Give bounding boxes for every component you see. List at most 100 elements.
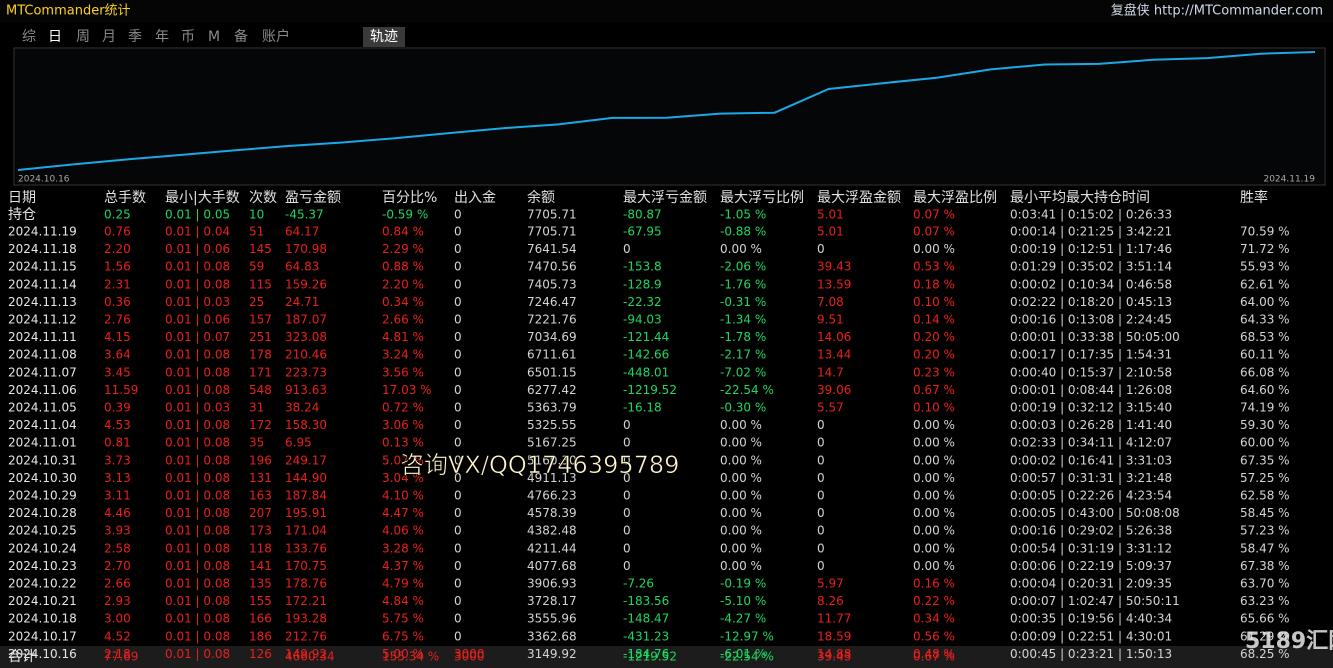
cell: 0 [817, 436, 825, 450]
cell: 3.93 [104, 524, 131, 538]
cell: 193.28 [285, 612, 327, 626]
cell: 14.88 [817, 647, 851, 661]
cell: 0.07 % [913, 208, 955, 222]
trace-tab[interactable]: 轨迹 [370, 29, 398, 45]
cell: -184.76 [623, 647, 669, 661]
tab[interactable]: 备 [234, 28, 248, 45]
row-label: 2024.11.12 [8, 313, 77, 327]
cell: 3362.68 [527, 629, 577, 643]
cell: 207 [249, 506, 272, 520]
cell: 0:00:57 | 0:31:31 | 3:21:48 [1010, 471, 1172, 485]
cell: 0.01 | 0.08 [165, 453, 230, 467]
cell: 0.00 % [913, 242, 955, 256]
cell: -128.9 [623, 277, 662, 291]
cell: 115 [249, 277, 272, 291]
cell: 0 [454, 277, 462, 291]
row-label: 2024.11.15 [8, 260, 77, 274]
tab[interactable]: 季 [128, 29, 142, 45]
cell: 0.56 % [913, 629, 955, 643]
cell: 149.92 [285, 647, 327, 661]
row-label: 2024.11.07 [8, 365, 77, 379]
cell: 14.7 [817, 365, 844, 379]
cell: 0.01 | 0.08 [165, 471, 230, 485]
cell: -80.87 [623, 208, 662, 222]
cell: 249.17 [285, 453, 327, 467]
cell: 0 [623, 436, 631, 450]
cell: 0.22 % [913, 594, 955, 608]
cell: 0:00:16 | 0:13:08 | 2:24:45 [1010, 313, 1172, 327]
cell: 0.88 % [382, 260, 424, 274]
cell: 5.97 [817, 577, 844, 591]
cell: 172.21 [285, 594, 327, 608]
cell: 0.18 % [913, 277, 955, 291]
cell: 0.01 | 0.04 [165, 225, 230, 239]
app-title: MTCommander统计 [6, 4, 131, 19]
cell: 166 [249, 612, 272, 626]
cell: 0.01 | 0.06 [165, 242, 230, 256]
cell: 0:00:45 | 0:23:21 | 1:50:13 [1010, 647, 1172, 661]
cell: -1.78 % [720, 330, 766, 344]
cell: 0.00 % [913, 506, 955, 520]
cell: 0:00:19 | 0:32:12 | 3:15:40 [1010, 401, 1172, 415]
cell: 170.98 [285, 242, 327, 256]
cell: 0.01 | 0.08 [165, 277, 230, 291]
cell: -183.56 [623, 594, 669, 608]
row-label: 2024.10.29 [8, 489, 77, 503]
cell: 2.29 % [382, 242, 424, 256]
cell: 31 [249, 401, 264, 415]
cell: -0.59 % [382, 208, 428, 222]
cell: -1.05 % [720, 208, 766, 222]
column-header: 盈亏金额 [285, 190, 341, 206]
cell: -121.44 [623, 330, 669, 344]
cell: 0 [817, 506, 825, 520]
cell: -45.37 [285, 208, 324, 222]
cell: 5.01 [817, 208, 844, 222]
cell: 0:00:01 | 0:33:38 | 50:05:00 [1010, 330, 1180, 344]
row-label: 2024.11.05 [8, 401, 77, 415]
column-header: 百分比% [382, 190, 437, 206]
title-bar [0, 0, 1333, 22]
trace-tab-bg[interactable] [363, 27, 405, 47]
cell: 3.73 [104, 453, 131, 467]
cell: 0.00 % [720, 559, 762, 573]
cell: 60.00 % [1240, 436, 1290, 450]
cell: 0.01 | 0.08 [165, 489, 230, 503]
column-header: 胜率 [1240, 189, 1268, 206]
cell: 11.77 [817, 612, 851, 626]
cell: 0.14 % [913, 313, 955, 327]
cell: 0 [454, 418, 462, 432]
cell: 0.00 % [720, 506, 762, 520]
site-link[interactable]: 复盘侠 http://MTCommander.com [1111, 3, 1323, 19]
cell: 0:00:02 | 0:16:41 | 3:31:03 [1010, 453, 1172, 467]
row-label: 2024.11.19 [8, 225, 77, 239]
cell: 0 [454, 208, 462, 222]
cell: 0:00:05 | 0:43:00 | 50:08:08 [1010, 506, 1180, 520]
tab[interactable]: 月 [102, 29, 116, 45]
cell: 0.00 % [913, 524, 955, 538]
cell: 0 [454, 348, 462, 362]
row-label: 2024.11.06 [8, 383, 77, 397]
cell: 0.00 % [913, 489, 955, 503]
tab[interactable]: 综 [22, 29, 36, 45]
cell: 145 [249, 242, 272, 256]
tab[interactable]: 账户 [262, 28, 290, 45]
tab[interactable]: 周 [76, 29, 90, 45]
tab[interactable]: 日 [48, 29, 62, 45]
cell: 4.52 [104, 629, 131, 643]
cell: 0.39 [104, 401, 131, 415]
cell: -142.66 [623, 348, 669, 362]
cell: 7641.54 [527, 242, 577, 256]
cell: 4.53 [104, 418, 131, 432]
cell: 62.61 % [1240, 277, 1290, 291]
tab[interactable]: 年 [155, 29, 169, 45]
cell: 3.00 [104, 612, 131, 626]
cell: 4382.48 [527, 524, 577, 538]
tab[interactable]: 币 [181, 29, 195, 45]
tab-bar: 综日周月季年币 M 备账户 [22, 28, 290, 45]
cell: 0 [454, 436, 462, 450]
tab[interactable]: M [208, 29, 220, 45]
cell: 0 [454, 313, 462, 327]
cell: 0.01 | 0.08 [165, 524, 230, 538]
cell: 2.31 [104, 277, 131, 291]
cell: 0 [623, 524, 631, 538]
